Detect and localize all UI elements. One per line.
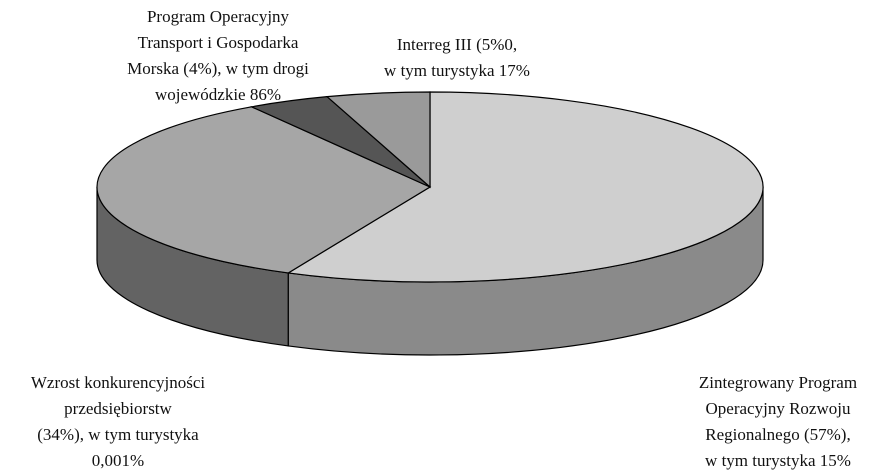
slice-label: Interreg III (5%0,	[397, 35, 517, 54]
slice-label: Morska (4%), w tym drogi	[127, 59, 309, 78]
slice-label: wojewódzkie 86%	[155, 85, 281, 104]
slice-label: w tym turystyka 17%	[384, 61, 530, 80]
slice-label: Regionalnego (57%),	[705, 425, 850, 444]
slice-label: w tym turystyka 15%	[705, 451, 851, 470]
pie-slice	[286, 91, 764, 283]
pie-slice	[96, 106, 432, 274]
pie-slice	[325, 91, 431, 189]
slice-label: Transport i Gospodarka	[138, 33, 299, 52]
slice-label: Program Operacyjny	[147, 7, 290, 26]
slice-label: Operacyjny Rozwoju	[706, 399, 851, 418]
slice-label: Wzrost konkurencyjności	[31, 373, 205, 392]
slice-label: przedsiębiorstw	[64, 399, 172, 418]
slice-label: 0,001%	[92, 451, 144, 470]
slice-label: (34%), w tym turystyka	[37, 425, 199, 444]
slice-label: Zintegrowany Program	[699, 373, 857, 392]
